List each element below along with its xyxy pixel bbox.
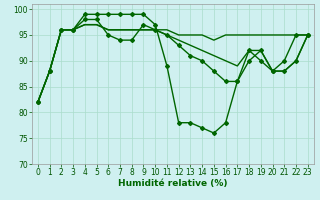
X-axis label: Humidité relative (%): Humidité relative (%): [118, 179, 228, 188]
